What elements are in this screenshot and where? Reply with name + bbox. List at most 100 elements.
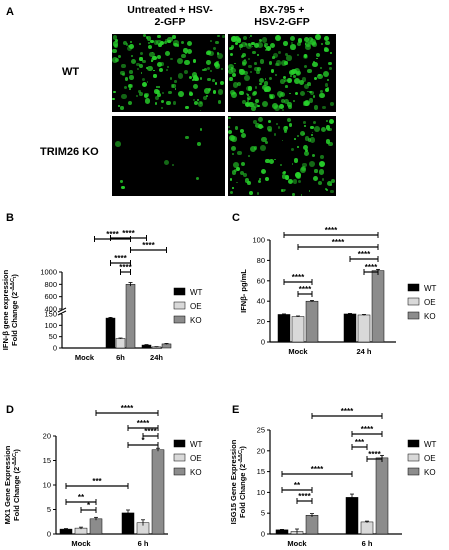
gfp-spot <box>139 63 144 68</box>
gfp-spot <box>188 91 193 95</box>
x-tick-label: Mock <box>288 347 308 356</box>
gfp-spot <box>146 66 149 69</box>
bar-wt <box>277 314 291 343</box>
gfp-spot <box>251 45 254 48</box>
gfp-spot <box>326 181 332 187</box>
gfp-spot <box>165 39 168 42</box>
y-axis-title: IFNβ- pg/mL <box>239 269 248 313</box>
gfp-spot <box>325 120 328 123</box>
gfp-spot <box>269 76 273 80</box>
gfp-spot <box>146 65 153 72</box>
gfp-spot <box>257 124 264 130</box>
gfp-spot <box>323 46 328 52</box>
gfp-spot <box>303 84 309 90</box>
y-tick-label: 150 <box>44 310 57 319</box>
gfp-spot <box>293 157 299 163</box>
gfp-spot <box>270 68 275 73</box>
gfp-spot <box>257 179 261 183</box>
gfp-spot <box>258 38 263 43</box>
gfp-spot <box>283 78 287 82</box>
gfp-spot <box>205 95 208 98</box>
gfp-spot <box>115 141 121 147</box>
gfp-spot <box>249 190 254 195</box>
gfp-spot <box>317 181 322 185</box>
significance-label: **** <box>341 407 354 416</box>
gfp-spot <box>192 98 195 101</box>
gfp-spot <box>280 60 287 67</box>
gfp-spot <box>257 117 263 123</box>
gfp-spot <box>243 173 248 177</box>
gfp-spot <box>139 92 144 96</box>
bar-wt <box>343 313 357 343</box>
gfp-spot <box>199 109 202 112</box>
gfp-spot <box>275 122 279 126</box>
gfp-spot <box>139 57 143 61</box>
gfp-spot <box>231 152 234 156</box>
y-tick-label: 25 <box>257 426 265 435</box>
gfp-spot <box>153 74 157 78</box>
gfp-spot <box>261 100 268 107</box>
y-tick-label: 5 <box>261 509 265 518</box>
gfp-spot <box>252 50 256 55</box>
gfp-spot <box>277 125 281 129</box>
x-tick-label: 24 h <box>356 347 371 356</box>
gfp-spot <box>120 93 127 100</box>
gfp-spot <box>254 42 260 48</box>
significance-label: **** <box>119 263 132 272</box>
y-axis-title: MX1 Gene Expression Fold Change (2-ΔΔCt) <box>3 445 21 524</box>
gfp-spot <box>176 43 180 47</box>
gfp-spot <box>196 98 200 102</box>
gfp-spot <box>314 169 318 173</box>
gfp-spot <box>274 158 276 161</box>
gfp-spot <box>140 71 143 74</box>
gfp-spot <box>136 68 139 71</box>
chart-c: 0 20 40 60 80 100 IFNβ- pg/mL Mock 24 h **** **** *… <box>239 226 437 356</box>
gfp-spot <box>241 61 246 66</box>
gfp-spot <box>289 69 295 75</box>
gfp-spot <box>247 93 250 96</box>
gfp-spot <box>112 56 118 63</box>
gfp-spot <box>129 88 131 90</box>
gfp-spot <box>142 82 148 88</box>
gfp-spot <box>189 75 193 79</box>
gfp-spot <box>312 175 319 181</box>
gfp-spot <box>124 77 128 81</box>
gfp-spot <box>127 45 130 48</box>
gfp-spot <box>265 45 271 51</box>
gfp-spot <box>251 41 256 46</box>
gfp-spot <box>231 92 238 99</box>
gfp-spot <box>216 52 220 55</box>
gfp-spot <box>330 189 334 194</box>
gfp-spot <box>275 62 279 67</box>
gfp-spot <box>231 72 236 77</box>
gfp-spot <box>170 57 173 61</box>
gfp-spot <box>248 101 254 108</box>
gfp-spot <box>228 126 230 128</box>
gfp-spot <box>255 70 260 75</box>
gfp-spot <box>129 41 132 44</box>
gfp-spot <box>303 125 307 128</box>
gfp-spot <box>251 106 256 111</box>
gfp-spot <box>247 86 252 91</box>
gfp-spot <box>263 80 269 86</box>
significance-label: * <box>141 436 145 445</box>
y-tick-label: 0 <box>47 530 51 539</box>
gfp-spot <box>160 62 164 66</box>
gfp-spot <box>275 60 282 66</box>
gfp-spot <box>248 64 252 69</box>
gfp-spot <box>281 139 284 142</box>
gfp-spot <box>121 72 126 77</box>
gfp-spot <box>314 125 321 132</box>
bar-wt <box>275 529 289 535</box>
gfp-spot <box>184 59 190 66</box>
bar-ko <box>161 343 172 349</box>
gfp-spot <box>270 42 276 49</box>
gfp-spot <box>121 185 125 190</box>
gfp-spot <box>312 154 316 158</box>
significance-label: **** <box>368 450 381 459</box>
gfp-spot <box>297 38 303 44</box>
gfp-spot <box>309 84 312 87</box>
gfp-spot <box>305 40 312 47</box>
gfp-spot <box>282 174 287 179</box>
gfp-spot <box>324 83 329 87</box>
